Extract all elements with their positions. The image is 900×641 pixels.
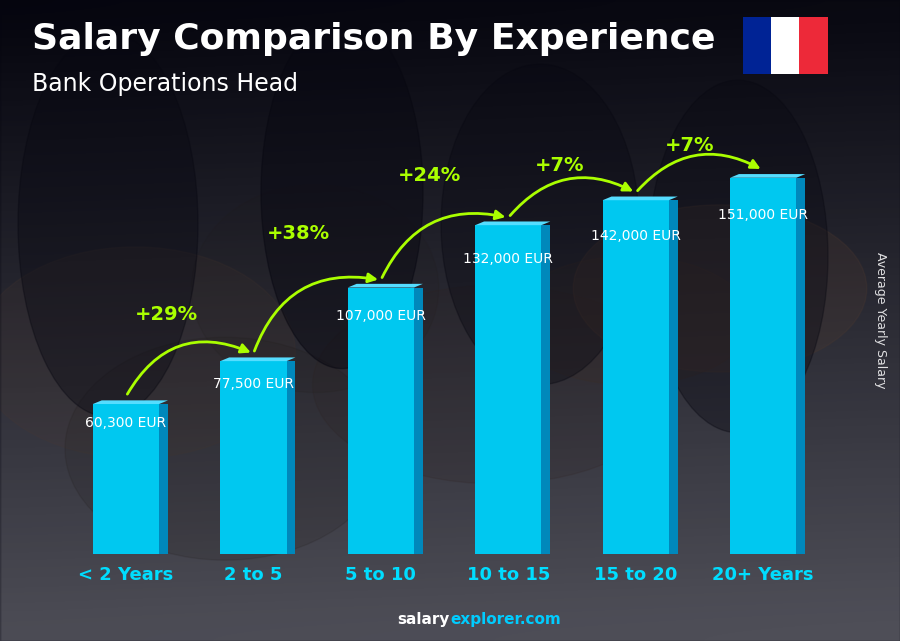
Text: 77,500 EUR: 77,500 EUR [213,377,294,390]
Ellipse shape [65,337,385,560]
Polygon shape [603,197,678,200]
Text: +7%: +7% [535,156,584,175]
Ellipse shape [191,185,439,392]
Ellipse shape [648,80,828,433]
Text: 132,000 EUR: 132,000 EUR [464,251,554,265]
Ellipse shape [18,32,198,417]
Polygon shape [220,358,295,361]
Ellipse shape [573,205,867,372]
Bar [542,225,550,554]
Ellipse shape [312,285,678,484]
Polygon shape [93,401,168,404]
Text: 151,000 EUR: 151,000 EUR [718,208,808,222]
Text: 107,000 EUR: 107,000 EUR [336,309,426,323]
Bar [771,17,799,74]
Bar [799,17,828,74]
Text: Salary Comparison By Experience: Salary Comparison By Experience [32,22,715,56]
Bar [669,200,678,554]
Text: Bank Operations Head: Bank Operations Head [32,72,298,96]
Bar [730,178,796,554]
Text: explorer.com: explorer.com [450,612,561,627]
Text: +38%: +38% [266,224,329,243]
Bar [414,288,423,554]
Bar [347,288,414,554]
Bar [475,225,542,554]
Bar [286,361,295,554]
Text: 142,000 EUR: 142,000 EUR [590,229,680,242]
Ellipse shape [0,247,295,458]
Polygon shape [730,174,806,178]
Text: +24%: +24% [398,166,461,185]
Text: +7%: +7% [664,137,714,155]
Bar [796,178,806,554]
Bar [220,361,286,554]
Bar [742,17,771,74]
Text: Average Yearly Salary: Average Yearly Salary [874,253,886,388]
Polygon shape [475,222,550,225]
Text: +29%: +29% [135,304,198,324]
Ellipse shape [261,16,423,369]
Ellipse shape [441,64,639,385]
Bar [159,404,168,554]
Bar [93,404,159,554]
Ellipse shape [508,256,752,385]
Bar [603,200,669,554]
Text: salary: salary [398,612,450,627]
Text: 60,300 EUR: 60,300 EUR [86,416,166,430]
Polygon shape [347,284,423,288]
